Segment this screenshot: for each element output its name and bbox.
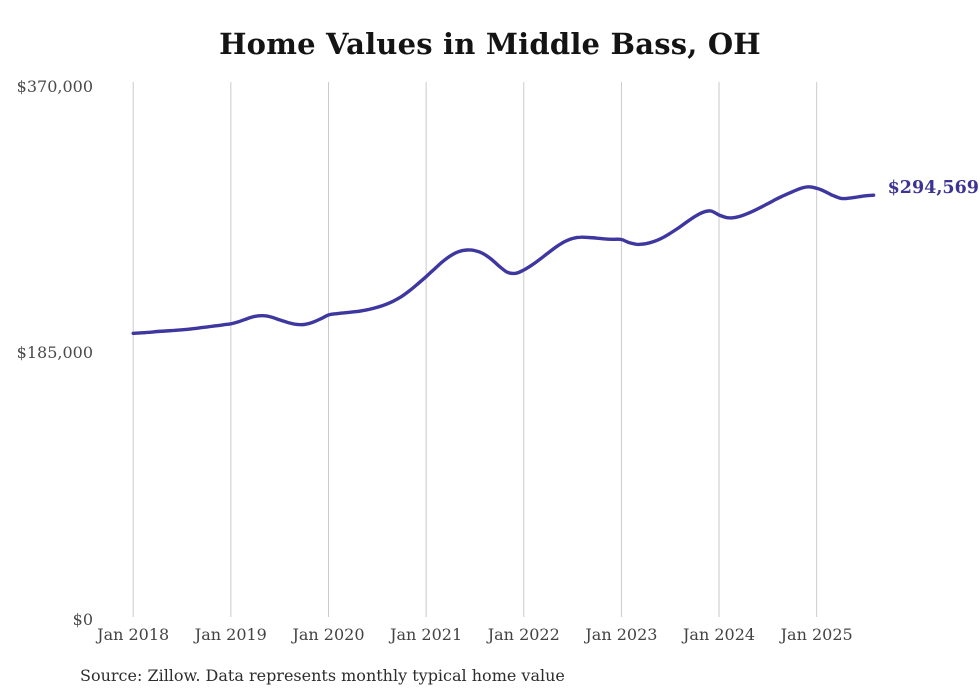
home-value-line <box>131 185 876 335</box>
x-tick-label: Jan 2024 <box>683 625 756 644</box>
latest-value-label: $294,569 <box>887 178 979 199</box>
x-tick-label: Jan 2018 <box>97 625 170 644</box>
y-tick-label: $185,000 <box>16 343 93 362</box>
x-tick-label: Jan 2020 <box>292 625 365 644</box>
gridlines-group <box>132 82 818 617</box>
source-note: Source: Zillow. Data represents monthly … <box>80 666 565 685</box>
x-tick-label: Jan 2025 <box>780 625 853 644</box>
y-tick-label: $0 <box>72 609 93 629</box>
x-tick-label: Jan 2022 <box>487 625 560 644</box>
y-tick-label: $370,000 <box>16 76 93 96</box>
chart-title: Home Values in Middle Bass, OH <box>219 27 761 61</box>
x-tick-label: Jan 2023 <box>585 625 658 644</box>
x-tick-label: Jan 2021 <box>390 625 463 644</box>
x-tick-label: Jan 2019 <box>194 625 267 644</box>
